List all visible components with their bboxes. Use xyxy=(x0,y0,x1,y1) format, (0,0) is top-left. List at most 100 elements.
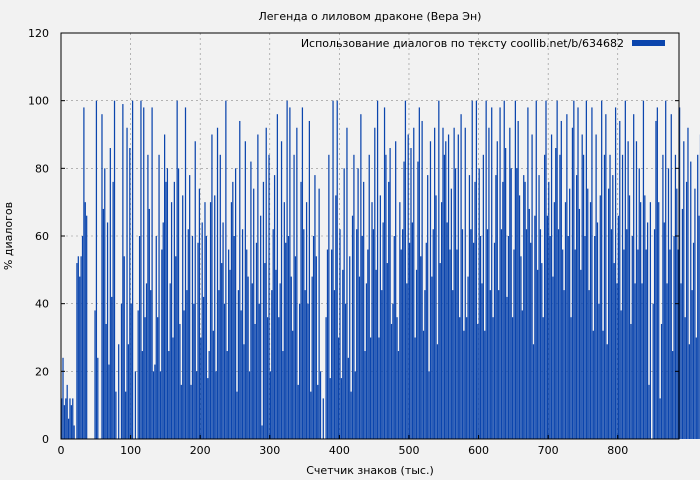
bar xyxy=(559,154,561,440)
bar xyxy=(299,303,301,439)
bar xyxy=(414,337,416,439)
bar xyxy=(498,290,500,439)
bar xyxy=(265,127,267,439)
bar xyxy=(379,195,381,439)
bar xyxy=(122,104,124,440)
bar xyxy=(576,175,578,439)
bar xyxy=(222,222,224,439)
bar xyxy=(221,263,223,439)
bar xyxy=(623,249,625,439)
bar xyxy=(190,384,192,439)
bar xyxy=(407,134,409,439)
bar xyxy=(660,323,663,439)
bar xyxy=(453,127,455,439)
bar xyxy=(431,276,433,439)
bar xyxy=(591,107,593,439)
x-tick-label: 300 xyxy=(259,444,280,457)
bar xyxy=(164,134,166,439)
bar xyxy=(318,188,320,439)
bar xyxy=(392,303,394,439)
bar xyxy=(317,384,319,439)
bar xyxy=(571,127,574,439)
bar xyxy=(471,100,473,440)
bar xyxy=(267,317,269,439)
bar xyxy=(101,114,103,439)
bar xyxy=(495,175,497,439)
bar xyxy=(253,188,255,439)
bar xyxy=(642,100,645,440)
bar xyxy=(570,317,572,439)
bar xyxy=(239,120,241,439)
bar xyxy=(439,263,441,439)
bar xyxy=(546,215,549,439)
bar xyxy=(145,283,148,439)
bar xyxy=(155,236,157,439)
bar xyxy=(246,249,248,439)
bar xyxy=(635,141,638,439)
bar xyxy=(84,202,86,439)
bar xyxy=(376,100,379,440)
bar xyxy=(297,384,299,439)
bar xyxy=(681,208,684,439)
bar xyxy=(70,405,72,439)
bar xyxy=(197,242,199,439)
bar xyxy=(535,100,537,440)
bar xyxy=(161,249,163,439)
bar xyxy=(169,283,171,439)
bar xyxy=(601,100,603,440)
bar xyxy=(381,290,383,439)
bar xyxy=(432,229,434,439)
bar xyxy=(506,296,508,439)
bar xyxy=(641,283,643,439)
bar xyxy=(390,323,393,439)
bar xyxy=(303,229,305,439)
bar xyxy=(120,303,123,439)
bar xyxy=(685,181,688,439)
bar xyxy=(463,330,465,439)
bar xyxy=(481,283,483,439)
bar xyxy=(447,134,450,439)
y-tick-label: 100 xyxy=(28,95,49,108)
y-tick-label: 80 xyxy=(35,162,49,175)
bar xyxy=(436,344,439,439)
bar xyxy=(445,141,447,439)
bar xyxy=(193,303,195,439)
bar xyxy=(620,310,622,439)
bar xyxy=(226,351,228,439)
bar xyxy=(123,256,125,439)
bar xyxy=(688,344,690,439)
bar xyxy=(65,398,67,439)
bar xyxy=(344,303,347,439)
bar xyxy=(658,202,660,439)
bar xyxy=(209,202,212,439)
bar xyxy=(296,127,298,439)
bar xyxy=(488,127,490,439)
bar xyxy=(417,161,419,440)
bar xyxy=(250,161,252,440)
bar xyxy=(663,222,665,439)
bar xyxy=(148,208,150,439)
bar xyxy=(240,310,242,439)
bar xyxy=(598,303,600,439)
x-tick-label: 200 xyxy=(190,444,211,457)
bar xyxy=(243,344,245,439)
bar xyxy=(106,222,109,439)
bar xyxy=(350,391,352,439)
bar xyxy=(396,317,398,439)
bar xyxy=(364,351,366,439)
bar xyxy=(627,141,629,439)
bar xyxy=(507,236,510,439)
bar xyxy=(542,317,544,439)
bar xyxy=(395,141,397,439)
bar xyxy=(159,371,162,439)
bar xyxy=(605,114,607,439)
bar xyxy=(666,283,668,439)
bar xyxy=(215,371,217,439)
bar xyxy=(631,236,633,439)
bar xyxy=(175,256,177,439)
bar xyxy=(385,154,387,440)
bar xyxy=(312,236,315,439)
bar xyxy=(152,371,155,439)
bar xyxy=(466,317,468,439)
